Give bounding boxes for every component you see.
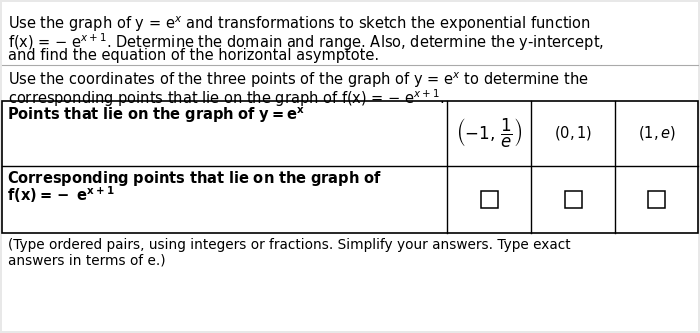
- Text: Use the graph of y = e$^x$ and transformations to sketch the exponential functio: Use the graph of y = e$^x$ and transform…: [8, 14, 591, 34]
- Text: $(1, e)$: $(1, e)$: [638, 125, 676, 143]
- Text: Use the coordinates of the three points of the graph of y = e$^x$ to determine t: Use the coordinates of the three points …: [8, 70, 589, 90]
- Text: $\mathbf{Corresponding\ points\ that\ lie\ on\ the\ graph\ of}$: $\mathbf{Corresponding\ points\ that\ li…: [7, 169, 382, 188]
- Text: $\mathbf{f(x) = -\ e^{x+1}}$: $\mathbf{f(x) = -\ e^{x+1}}$: [7, 184, 115, 205]
- Text: $(0,1)$: $(0,1)$: [554, 125, 592, 143]
- Text: answers in terms of e.): answers in terms of e.): [8, 253, 166, 267]
- Text: (Type ordered pairs, using integers or fractions. Simplify your answers. Type ex: (Type ordered pairs, using integers or f…: [8, 238, 570, 252]
- Text: $\left(-1,\,\dfrac{1}{e}\right)$: $\left(-1,\,\dfrac{1}{e}\right)$: [456, 116, 522, 149]
- Text: and find the equation of the horizontal asymptote.: and find the equation of the horizontal …: [8, 48, 379, 63]
- Bar: [648, 191, 665, 208]
- Text: corresponding points that lie on the graph of f(x) = $-$ e$^{x+1}$.: corresponding points that lie on the gra…: [8, 87, 444, 109]
- Text: $\mathbf{Points\ that\ lie\ on\ the\ graph\ of\ y = e^x}$: $\mathbf{Points\ that\ lie\ on\ the\ gra…: [7, 105, 305, 125]
- Bar: [564, 191, 582, 208]
- Bar: [480, 191, 498, 208]
- Bar: [2, 101, 698, 233]
- Text: f(x) = $-$ e$^{x+1}$. Determine the domain and range. Also, determine the y-inte: f(x) = $-$ e$^{x+1}$. Determine the doma…: [8, 31, 604, 53]
